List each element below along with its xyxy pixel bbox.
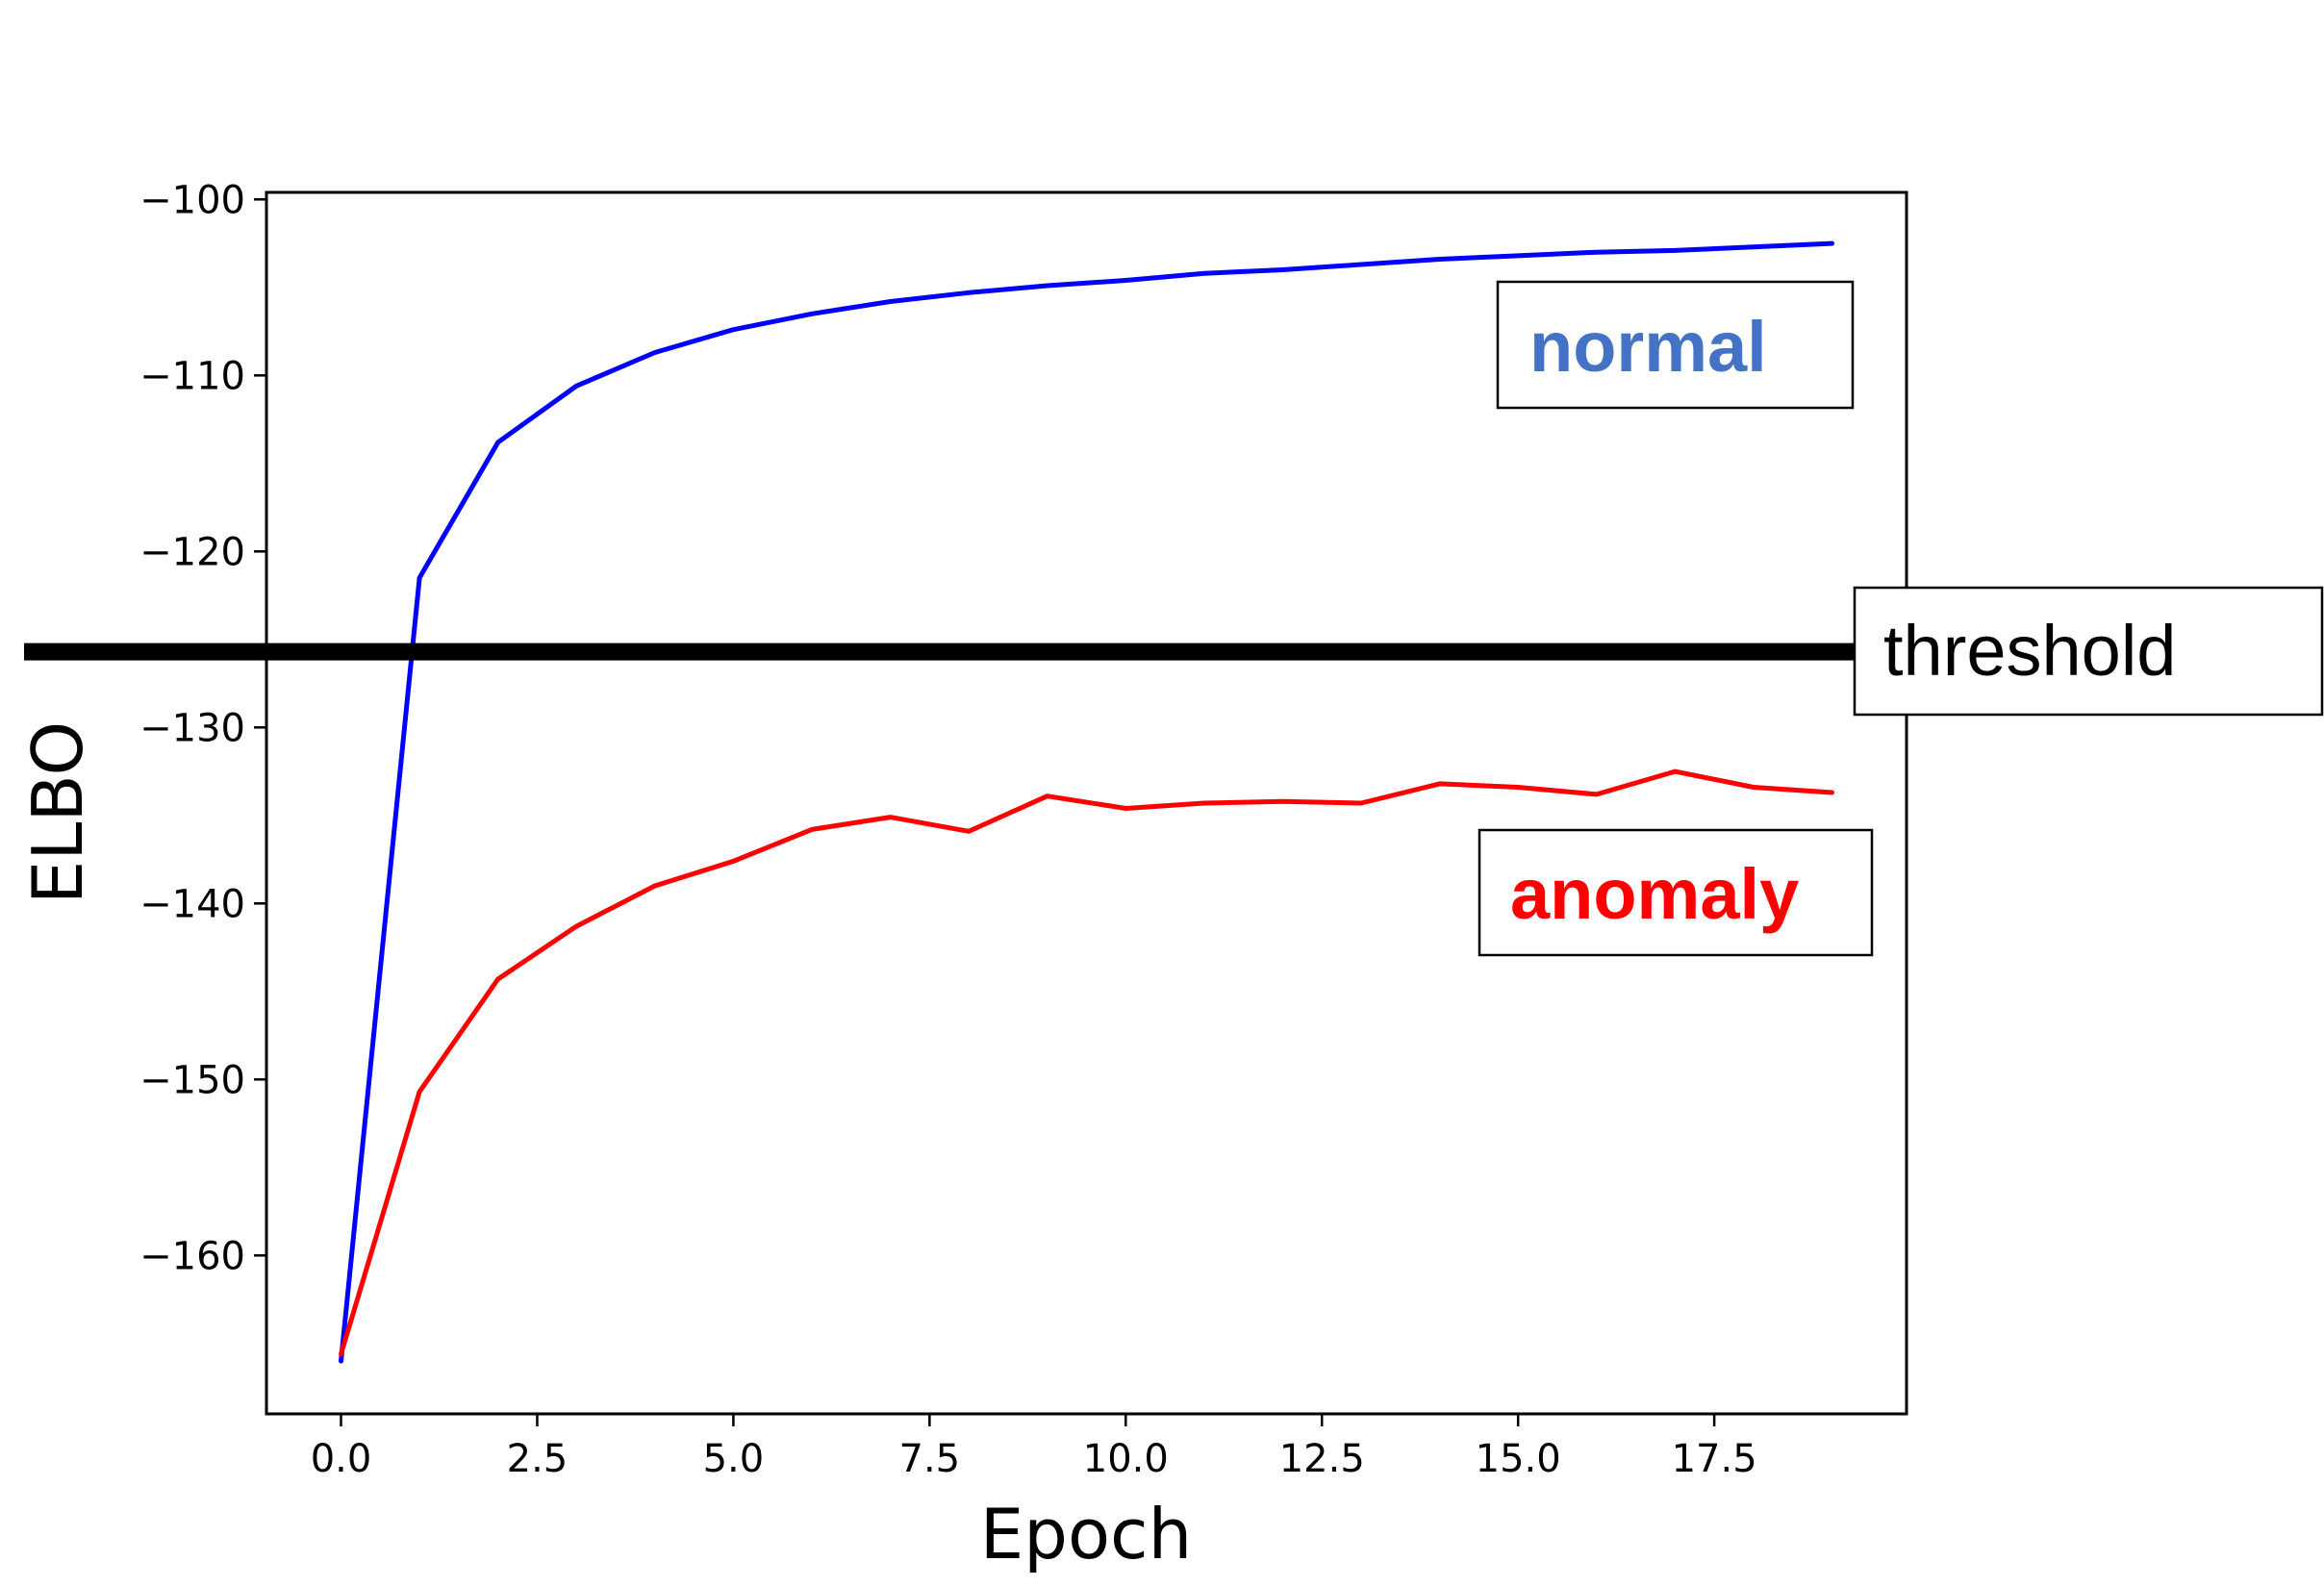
threshold-annotation-box: [1853, 586, 2324, 717]
x-tick-label: 12.5: [1279, 1437, 1365, 1481]
threshold-annotation-label: threshold: [1883, 611, 2176, 691]
y-tick-label: −150: [139, 1058, 245, 1102]
normal-annotation: normal: [1496, 280, 1855, 410]
anomaly-annotation-label: anomaly: [1510, 854, 1799, 934]
series-line-1: [339, 768, 1834, 1357]
x-tick-label: 0.0: [311, 1437, 372, 1481]
y-tick-label: −120: [139, 530, 245, 574]
x-tick-label: 2.5: [507, 1437, 568, 1481]
x-axis-ticks: 0.0 2.5 5.0 7.5 10.0 12.5 15.0 17.5: [311, 1414, 1757, 1481]
normal-annotation-label: normal: [1529, 307, 1767, 387]
y-axis-ticks: −100 −110 −120 −130 −140 −150 −160: [139, 178, 266, 1278]
x-axis-title: Epoch: [980, 1494, 1192, 1574]
anomaly-annotation: anomaly: [1478, 828, 1874, 957]
y-tick-label: −140: [139, 882, 245, 926]
x-tick-label: 7.5: [899, 1437, 961, 1481]
x-tick-label: 5.0: [703, 1437, 765, 1481]
x-tick-label: 15.0: [1476, 1437, 1561, 1481]
series-layer: [339, 240, 1834, 1364]
x-tick-label: 17.5: [1672, 1437, 1757, 1481]
anomaly-annotation-box: [1478, 828, 1874, 957]
x-tick-label: 10.0: [1083, 1437, 1169, 1481]
y-axis-title: ELBO: [17, 721, 98, 904]
y-tick-label: −100: [139, 178, 245, 222]
threshold-annotation: threshold: [1853, 586, 2324, 717]
y-tick-label: −160: [139, 1234, 245, 1278]
series-line-0: [339, 240, 1834, 1364]
y-tick-label: −110: [139, 354, 245, 398]
y-tick-label: −130: [139, 706, 245, 750]
normal-annotation-box: [1496, 280, 1855, 410]
